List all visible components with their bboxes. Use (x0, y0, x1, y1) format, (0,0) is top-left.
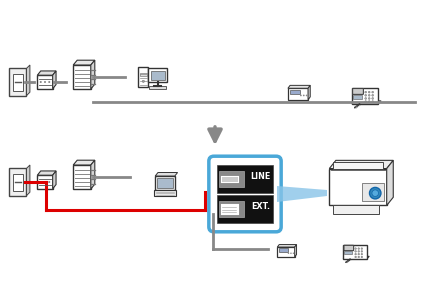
Polygon shape (308, 85, 310, 100)
FancyBboxPatch shape (279, 248, 288, 252)
Circle shape (369, 188, 381, 199)
Circle shape (365, 101, 367, 103)
Circle shape (358, 250, 360, 252)
FancyBboxPatch shape (217, 195, 273, 223)
FancyBboxPatch shape (353, 95, 362, 99)
FancyBboxPatch shape (353, 88, 363, 94)
FancyBboxPatch shape (209, 156, 281, 232)
Circle shape (361, 254, 363, 255)
Circle shape (372, 94, 374, 96)
Circle shape (303, 94, 305, 96)
FancyBboxPatch shape (149, 85, 167, 89)
Circle shape (368, 94, 370, 96)
Circle shape (288, 253, 289, 254)
Polygon shape (73, 60, 95, 65)
Text: EXT.: EXT. (251, 202, 270, 211)
Polygon shape (343, 256, 369, 259)
Circle shape (40, 81, 42, 83)
Circle shape (48, 181, 50, 183)
Polygon shape (53, 171, 56, 189)
Polygon shape (155, 172, 178, 176)
Polygon shape (352, 101, 381, 104)
Circle shape (358, 254, 360, 255)
FancyBboxPatch shape (352, 88, 378, 104)
Polygon shape (73, 160, 95, 165)
Polygon shape (278, 244, 297, 247)
FancyBboxPatch shape (148, 68, 167, 82)
FancyBboxPatch shape (140, 74, 147, 76)
Circle shape (40, 181, 42, 183)
Circle shape (368, 91, 370, 93)
FancyBboxPatch shape (333, 206, 379, 214)
Polygon shape (37, 171, 56, 175)
Circle shape (361, 256, 363, 258)
Circle shape (290, 253, 292, 254)
FancyBboxPatch shape (37, 175, 53, 189)
Polygon shape (37, 71, 56, 75)
FancyBboxPatch shape (329, 169, 387, 206)
Circle shape (372, 101, 374, 103)
Polygon shape (288, 85, 310, 88)
FancyBboxPatch shape (155, 176, 175, 190)
Circle shape (355, 250, 357, 252)
FancyBboxPatch shape (221, 203, 239, 214)
Circle shape (368, 101, 370, 103)
Circle shape (355, 248, 357, 249)
Circle shape (372, 91, 374, 93)
Polygon shape (91, 160, 95, 189)
FancyBboxPatch shape (344, 245, 354, 250)
FancyBboxPatch shape (13, 74, 23, 91)
Circle shape (361, 248, 363, 249)
Circle shape (355, 256, 357, 258)
FancyBboxPatch shape (13, 173, 23, 190)
Circle shape (365, 98, 367, 99)
FancyBboxPatch shape (333, 162, 382, 169)
FancyBboxPatch shape (362, 183, 384, 201)
FancyBboxPatch shape (150, 71, 165, 80)
Text: LINE: LINE (250, 172, 271, 181)
Circle shape (142, 80, 144, 83)
FancyBboxPatch shape (343, 245, 367, 259)
Circle shape (48, 81, 50, 83)
Circle shape (293, 253, 294, 254)
Circle shape (44, 181, 46, 183)
FancyBboxPatch shape (37, 75, 53, 89)
Circle shape (306, 94, 308, 96)
Polygon shape (53, 71, 56, 89)
Polygon shape (387, 160, 393, 206)
Circle shape (368, 98, 370, 99)
FancyBboxPatch shape (138, 67, 148, 87)
Polygon shape (329, 160, 393, 169)
FancyBboxPatch shape (278, 247, 295, 257)
FancyBboxPatch shape (157, 178, 173, 188)
Circle shape (355, 254, 357, 255)
FancyBboxPatch shape (344, 251, 352, 254)
Circle shape (372, 190, 379, 196)
Polygon shape (91, 60, 95, 89)
Polygon shape (26, 65, 30, 96)
Circle shape (358, 256, 360, 258)
FancyBboxPatch shape (290, 90, 300, 94)
Polygon shape (26, 165, 30, 196)
FancyBboxPatch shape (219, 201, 244, 217)
FancyBboxPatch shape (222, 177, 238, 182)
Polygon shape (277, 186, 327, 202)
Circle shape (358, 248, 360, 249)
FancyBboxPatch shape (217, 165, 273, 193)
Circle shape (44, 81, 46, 83)
Circle shape (365, 94, 367, 96)
Polygon shape (295, 244, 297, 257)
FancyBboxPatch shape (73, 65, 91, 89)
Circle shape (365, 91, 367, 93)
Circle shape (372, 98, 374, 99)
FancyBboxPatch shape (154, 190, 176, 196)
FancyBboxPatch shape (9, 168, 26, 196)
FancyBboxPatch shape (288, 88, 308, 100)
Circle shape (361, 250, 363, 252)
FancyBboxPatch shape (9, 68, 26, 96)
FancyBboxPatch shape (221, 175, 239, 183)
FancyBboxPatch shape (73, 165, 91, 189)
Circle shape (300, 94, 302, 96)
FancyBboxPatch shape (219, 171, 244, 188)
